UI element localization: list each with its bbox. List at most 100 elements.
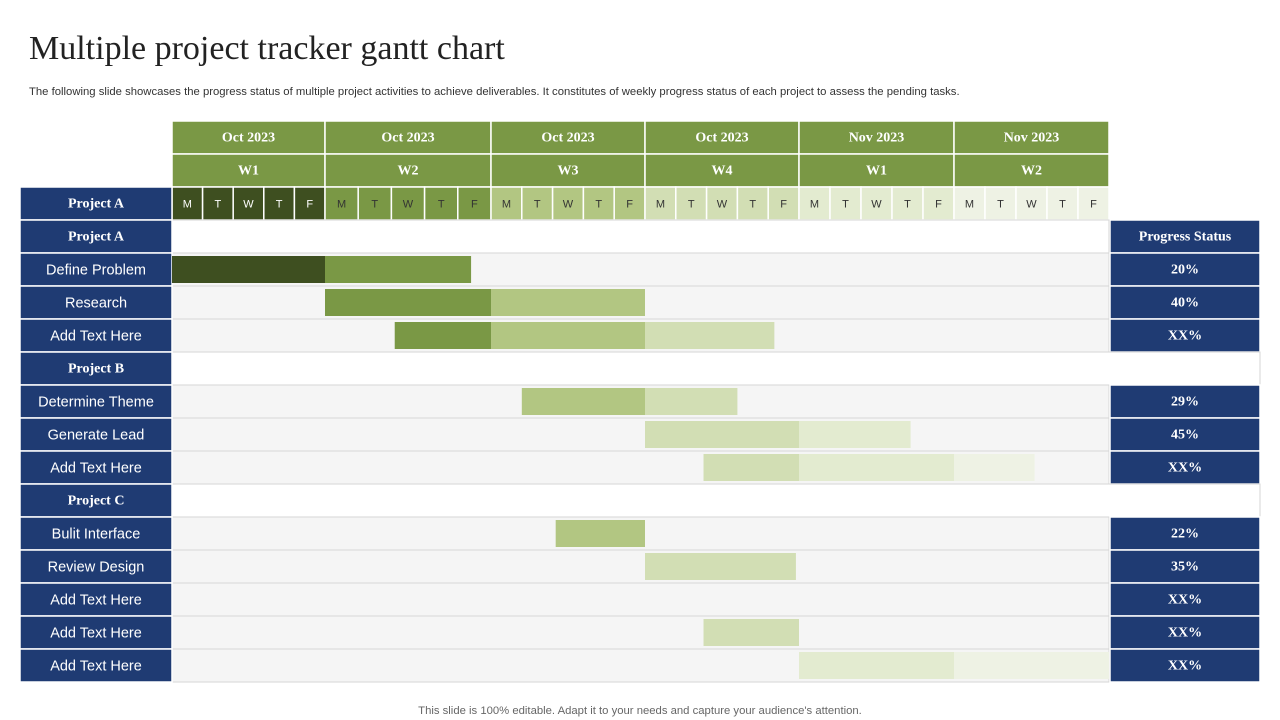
day-header-cell	[324, 186, 359, 221]
status-value: 20%	[1171, 263, 1199, 278]
day-header-label: T	[371, 198, 378, 210]
page-title: Multiple project tracker gantt chart	[29, 30, 505, 67]
day-header-label: M	[502, 198, 511, 210]
task-label-cell	[19, 615, 173, 650]
day-header-label: M	[183, 198, 192, 210]
gantt-bar-segment	[491, 289, 645, 316]
task-row-bg	[171, 615, 1110, 650]
month-header-cell	[324, 120, 492, 155]
day-header-label: M	[656, 198, 665, 210]
day-header-label: M	[810, 198, 819, 210]
day-header-label: W	[871, 198, 882, 210]
day-header-label: W	[1026, 198, 1037, 210]
day-header-label: T	[688, 198, 695, 210]
week-header-label: W2	[398, 164, 419, 179]
task-label: Review Design	[48, 559, 145, 575]
status-value: 40%	[1171, 296, 1199, 311]
day-header-label: W	[403, 198, 414, 210]
month-header-label: Nov 2023	[1004, 131, 1060, 146]
day-header-cell	[490, 186, 523, 221]
status-cell	[1109, 318, 1261, 353]
day-header-cell	[736, 186, 769, 221]
day-header-cell	[922, 186, 955, 221]
status-cell	[1109, 252, 1261, 287]
day-header-label: W	[563, 198, 574, 210]
day-header-label: F	[626, 198, 633, 210]
status-value: XX%	[1168, 593, 1202, 608]
day-header-label: T	[276, 198, 283, 210]
gantt-bar-segment	[394, 322, 491, 349]
group-label: Project B	[68, 362, 124, 377]
status-header-label: Progress Status	[1139, 230, 1232, 245]
task-label: Add Text Here	[50, 328, 142, 344]
day-header-label: F	[1090, 198, 1097, 210]
task-label: Add Text Here	[50, 460, 142, 476]
gantt-bar-segment	[645, 388, 738, 415]
group-label: Project C	[68, 494, 125, 509]
day-header-label: T	[595, 198, 602, 210]
week-header-cell	[490, 153, 646, 188]
status-value: XX%	[1168, 461, 1202, 476]
gantt-bar-segment	[491, 322, 645, 349]
gantt-bar-segment	[799, 454, 954, 481]
month-header-label: Oct 2023	[541, 131, 594, 146]
day-header-label: W	[717, 198, 728, 210]
week-header-cell	[644, 153, 800, 188]
gantt-bar-segment	[172, 256, 325, 283]
day-header-label: M	[337, 198, 346, 210]
task-label: Add Text Here	[50, 658, 142, 674]
task-label: Determine Theme	[38, 394, 154, 410]
day-header-cell	[891, 186, 924, 221]
day-header-label: T	[749, 198, 756, 210]
task-label-cell	[19, 582, 173, 617]
group-label-cell	[19, 483, 173, 518]
day-header-cell	[860, 186, 893, 221]
gantt-bar-segment	[703, 454, 799, 481]
gantt-bar-segment	[325, 256, 472, 283]
status-cell	[1109, 648, 1261, 683]
day-header-label: T	[997, 198, 1004, 210]
day-header-label: F	[935, 198, 942, 210]
day-header-label: T	[215, 198, 222, 210]
month-header-cell	[171, 120, 326, 155]
week-header-label: W1	[238, 164, 259, 179]
week-header-label: W3	[558, 164, 579, 179]
status-cell	[1109, 615, 1261, 650]
day-header-cell	[551, 186, 585, 221]
task-row-bg	[171, 417, 1110, 452]
status-value: XX%	[1168, 659, 1202, 674]
status-value: 45%	[1171, 428, 1199, 443]
day-header-cell	[521, 186, 554, 221]
status-cell	[1109, 549, 1261, 584]
day-header-label: F	[471, 198, 478, 210]
task-label-cell	[19, 648, 173, 683]
day-header-label: W	[243, 198, 254, 210]
gantt-bar-segment	[954, 652, 1109, 679]
group-label-cell	[19, 351, 173, 386]
status-cell	[1109, 516, 1261, 551]
day-header-cell	[798, 186, 831, 221]
task-label-cell	[19, 549, 173, 584]
gantt-bar-segment	[954, 454, 1035, 481]
task-label: Add Text Here	[50, 592, 142, 608]
group-row-bg	[171, 219, 1110, 254]
day-header-label: T	[842, 198, 849, 210]
gantt-bar-segment	[703, 619, 799, 646]
task-row-bg	[171, 582, 1110, 617]
task-label-cell	[19, 516, 173, 551]
month-header-cell	[953, 120, 1110, 155]
status-value: 29%	[1171, 395, 1199, 410]
status-value: 22%	[1171, 527, 1199, 542]
day-header-cell	[390, 186, 426, 221]
day-header-cell	[457, 186, 492, 221]
day-header-project-label: Project A	[68, 197, 125, 212]
page-subtitle: The following slide showcases the progre…	[29, 86, 960, 98]
gantt-bar-segment	[645, 421, 799, 448]
task-label-cell	[19, 450, 173, 485]
day-header-label: T	[438, 198, 445, 210]
task-label-cell	[19, 252, 173, 287]
day-header-label: F	[780, 198, 787, 210]
day-header-label: T	[534, 198, 541, 210]
task-label: Generate Lead	[48, 427, 145, 443]
